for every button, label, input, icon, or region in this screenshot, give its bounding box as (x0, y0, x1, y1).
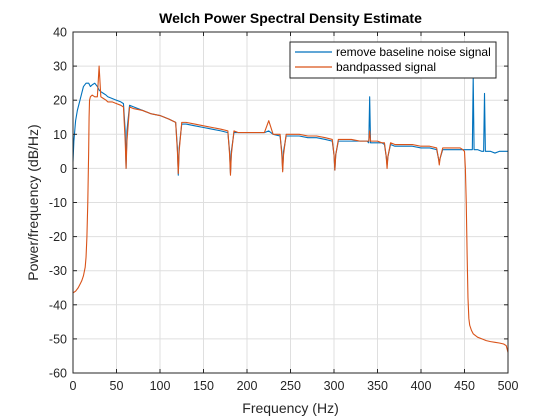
chart-title: Welch Power Spectral Density Estimate (159, 10, 422, 26)
x-tick-label: 500 (498, 379, 519, 393)
x-tick-label: 250 (280, 379, 301, 393)
x-axis-label: Frequency (Hz) (242, 400, 338, 416)
legend-label-bandpassed: bandpassed signal (336, 60, 436, 74)
y-tick-label: 30 (53, 60, 67, 74)
x-tick-label: 50 (110, 379, 124, 393)
y-tick-label: 0 (60, 162, 67, 176)
legend-label-remove-baseline: remove baseline noise signal (336, 45, 491, 59)
y-tick-label: -20 (49, 230, 67, 244)
x-tick-label: 0 (70, 379, 77, 393)
y-tick-label: -10 (49, 196, 67, 210)
y-tick-labels: -60 -50 -40 -30 -20 -10 0 10 20 30 40 (49, 26, 67, 381)
y-tick-label: 20 (53, 94, 67, 108)
y-axis-label: Power/frequency (dB/Hz) (25, 124, 41, 280)
x-tick-label: 400 (411, 379, 432, 393)
legend: remove baseline noise signal bandpassed … (289, 41, 497, 79)
x-tick-label: 300 (324, 379, 345, 393)
y-tick-label: 40 (53, 26, 67, 40)
series-line-bandpassed (72, 65, 509, 353)
y-tick-label: -50 (49, 332, 67, 346)
gridlines (72, 31, 509, 374)
x-tick-labels: 0 50 100 150 200 250 300 350 400 450 500 (70, 379, 519, 393)
legend-box (289, 41, 497, 79)
x-tick-label: 200 (237, 379, 258, 393)
x-tick-label: 350 (367, 379, 388, 393)
tick-marks (72, 31, 509, 374)
y-tick-label: 10 (53, 128, 67, 142)
x-tick-label: 150 (193, 379, 214, 393)
x-tick-label: 450 (454, 379, 475, 393)
y-tick-label: -60 (49, 367, 67, 381)
series-lines (72, 65, 509, 353)
y-tick-label: -40 (49, 298, 67, 312)
x-tick-label: 100 (150, 379, 171, 393)
y-tick-label: -30 (49, 264, 67, 278)
